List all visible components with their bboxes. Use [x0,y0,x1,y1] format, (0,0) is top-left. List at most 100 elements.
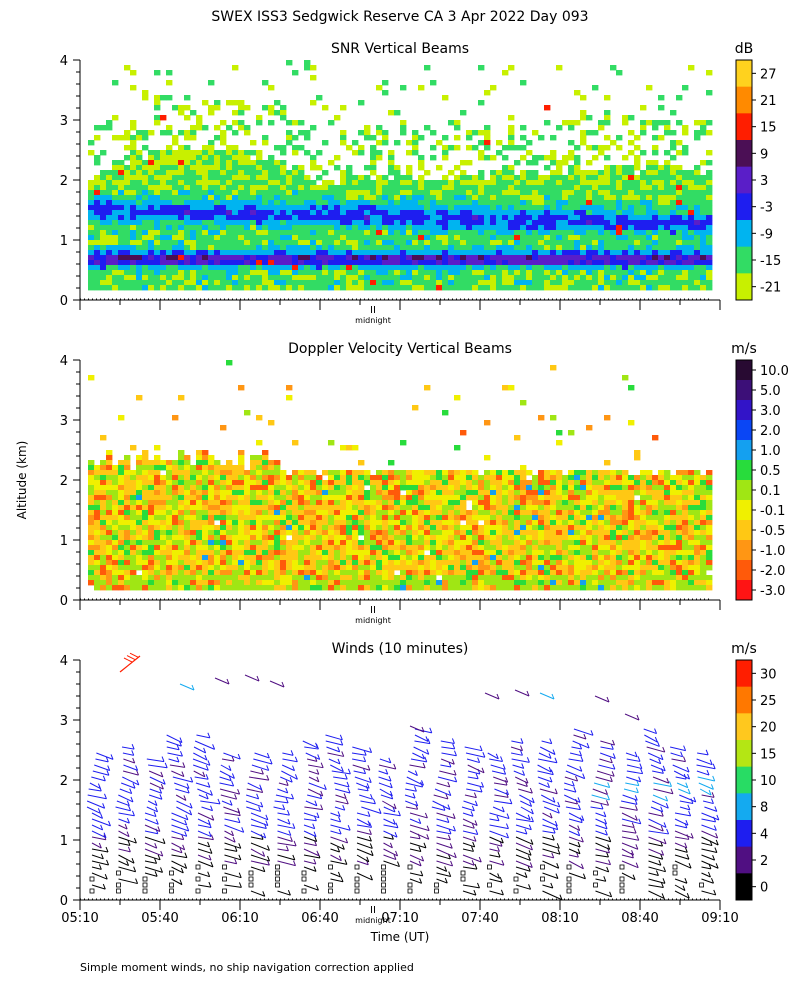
snr-cell [184,205,191,211]
snr-cell [322,270,329,276]
snr-cell [106,210,113,216]
snr-cell [514,215,521,221]
snr-cell [148,190,155,196]
snr-cell [520,135,527,141]
snr-cell [700,255,707,261]
doppler-cell [94,570,101,576]
snr-cell [136,220,143,226]
snr-cell [208,190,215,196]
snr-cell [250,260,257,266]
doppler-cell [340,445,347,451]
doppler-cell [328,470,335,476]
snr-cell [118,200,125,206]
snr-cell [514,285,521,291]
snr-cell [700,250,707,256]
snr-cell [466,235,473,241]
snr-cell [508,210,515,216]
doppler-cell [160,505,167,511]
doppler-cell [262,450,269,456]
snr-cell [274,160,281,166]
snr-cell [556,200,563,206]
doppler-cell [484,510,491,516]
doppler-cell [124,580,131,586]
doppler-cell [484,505,491,511]
snr-cell [256,165,263,171]
snr-cell [262,225,269,231]
snr-cell [274,245,281,251]
snr-cell [430,285,437,291]
snr-cell [232,240,239,246]
snr-cell [688,170,695,176]
snr-cell [214,240,221,246]
doppler-cell [274,570,281,576]
doppler-cell [382,555,389,561]
snr-cell [148,275,155,281]
doppler-cell [436,540,443,546]
doppler-cell [100,485,107,491]
doppler-cell [346,535,353,541]
snr-cell [430,195,437,201]
doppler-cell [292,565,299,571]
doppler-cell [112,485,119,491]
snr-cell [646,215,653,221]
doppler-cell [238,520,245,526]
snr-cell [88,265,95,271]
snr-cell [244,175,251,181]
snr-cell [142,285,149,291]
doppler-cell [106,540,113,546]
doppler-cell [430,565,437,571]
doppler-cell [454,470,461,476]
snr-cell [292,165,299,171]
snr-cell [310,100,317,106]
doppler-cell [322,555,329,561]
snr-cell [634,245,641,251]
snr-cell [640,270,647,276]
snr-cell [682,275,689,281]
snr-cell [202,250,209,256]
snr-cell [436,245,443,251]
snr-cell [262,250,269,256]
snr-cell [466,220,473,226]
doppler-cell [262,485,269,491]
snr-cell [664,180,671,186]
snr-cell [184,275,191,281]
snr-cell [166,145,173,151]
snr-cell [160,150,167,156]
doppler-cell [352,560,359,566]
snr-cell [190,200,197,206]
snr-cell [208,220,215,226]
snr-cell [646,285,653,291]
snr-cell [388,280,395,286]
doppler-cell [430,560,437,566]
doppler-cell [388,520,395,526]
snr-cell [520,185,527,191]
snr-cell [328,180,335,186]
snr-cell [268,240,275,246]
snr-cell [658,285,665,291]
doppler-cell [346,470,353,476]
doppler-cell [436,560,443,566]
snr-cell [694,165,701,171]
doppler-cell [262,550,269,556]
snr-cell [232,130,239,136]
doppler-cell [244,515,251,521]
doppler-cell [304,570,311,576]
doppler-cell [214,585,221,591]
snr-cell [130,200,137,206]
snr-cell [352,235,359,241]
snr-cell [130,160,137,166]
doppler-cell [514,500,521,506]
doppler-cell [376,555,383,561]
snr-cell [460,280,467,286]
snr-cell [472,260,479,266]
doppler-cell [352,555,359,561]
doppler-cell [244,565,251,571]
doppler-cell [490,505,497,511]
snr-cell [430,155,437,161]
snr-cell [418,135,425,141]
doppler-cell [232,475,239,481]
snr-cell [406,180,413,186]
snr-cell [436,215,443,221]
snr-cell [664,240,671,246]
snr-cell [166,165,173,171]
